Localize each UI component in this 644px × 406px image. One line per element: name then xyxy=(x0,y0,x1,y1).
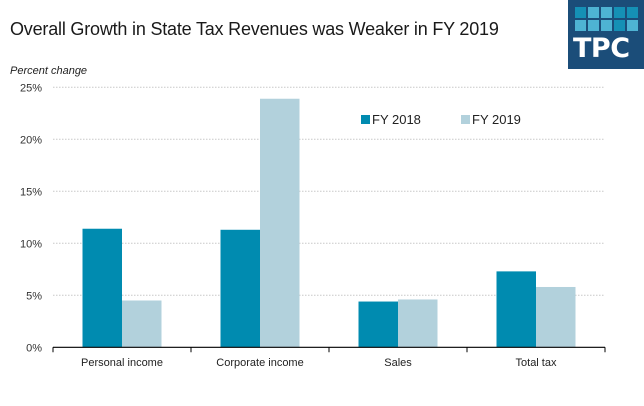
logo-square xyxy=(575,20,586,31)
legend-swatch xyxy=(461,115,470,124)
logo-square xyxy=(627,7,638,18)
bar-fy-2018 xyxy=(82,228,122,348)
bar-fy-2019 xyxy=(260,98,300,348)
logo-square xyxy=(614,7,625,18)
legend-swatch xyxy=(361,115,370,124)
y-tick-label: 15% xyxy=(20,186,42,198)
logo-text: TPC xyxy=(573,33,630,64)
x-tick-label: Corporate income xyxy=(216,357,303,369)
gridlines xyxy=(53,86,605,296)
bars xyxy=(82,98,576,348)
bar-fy-2018 xyxy=(358,301,398,348)
y-tick-label: 20% xyxy=(20,134,42,146)
y-tick-label: 5% xyxy=(26,290,42,302)
logo-square xyxy=(588,20,599,31)
bar-fy-2018 xyxy=(220,229,260,348)
x-tick-label: Total tax xyxy=(516,357,557,369)
bar-fy-2019 xyxy=(536,286,576,348)
chart-title: Overall Growth in State Tax Revenues was… xyxy=(10,19,499,39)
x-tick-label: Sales xyxy=(384,357,412,369)
x-tick-label: Personal income xyxy=(81,357,163,369)
x-axis: Personal income Corporate income Sales Tota… xyxy=(52,346,606,369)
y-tick-label: 25% xyxy=(20,82,42,94)
bar-fy-2019 xyxy=(122,300,162,348)
y-axis-label: Percent change xyxy=(10,65,87,77)
bar-fy-2018 xyxy=(496,271,536,348)
y-tick-label: 0% xyxy=(26,342,42,354)
legend-label: FY 2019 xyxy=(472,112,521,127)
legend: FY 2018 FY 2019 xyxy=(361,112,521,127)
logo-square xyxy=(588,7,599,18)
y-tick-label: 10% xyxy=(20,238,42,250)
y-axis-ticks: 0% 5% 10% 15% 20% 25% xyxy=(20,82,42,354)
legend-label: FY 2018 xyxy=(372,112,421,127)
bar-fy-2019 xyxy=(398,299,438,348)
tpc-logo: TPC xyxy=(568,0,644,69)
logo-square xyxy=(575,7,586,18)
logo-square xyxy=(601,20,612,31)
logo-square xyxy=(614,20,625,31)
logo-square xyxy=(627,20,638,31)
logo-square xyxy=(601,7,612,18)
